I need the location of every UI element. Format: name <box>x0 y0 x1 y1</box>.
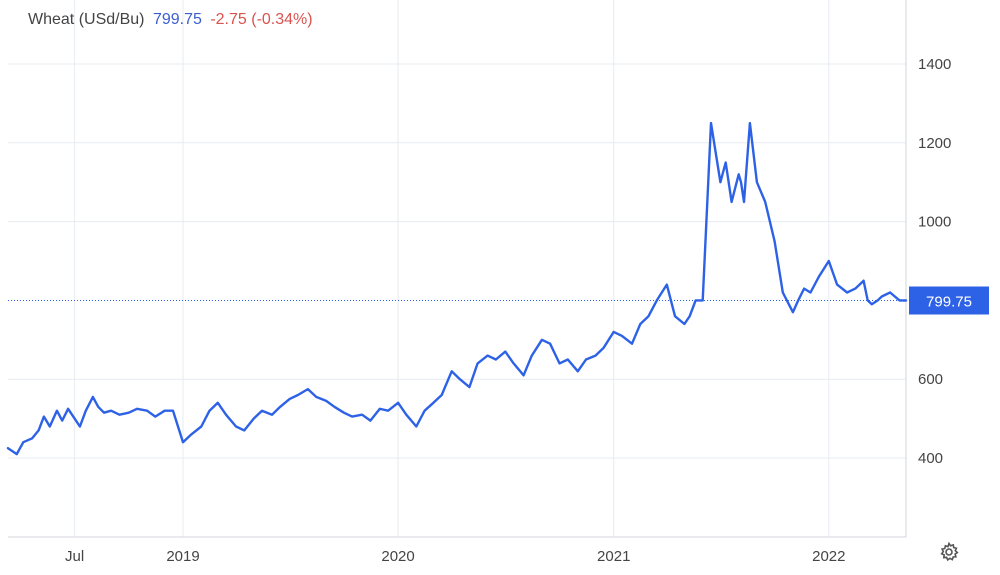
instrument-title: Wheat (USd/Bu) <box>28 11 145 28</box>
x-tick-label: 2021 <box>597 548 630 565</box>
x-tick-label: 2022 <box>812 548 845 565</box>
price-change: -2.75 (-0.34%) <box>210 11 313 28</box>
y-tick-label: 1000 <box>918 214 951 231</box>
last-price: 799.75 <box>152 11 202 28</box>
y-tick-label: 600 <box>918 371 943 388</box>
price-series-line <box>6 121 908 456</box>
gridlines <box>8 0 906 537</box>
settings-button[interactable] <box>938 541 960 563</box>
chart-header: Wheat (USd/Bu) 799.75 -2.75 (-0.34%) <box>28 11 317 29</box>
price-tag-box <box>909 286 989 315</box>
y-tick-label: 1400 <box>918 56 951 73</box>
axes: 400 600 1000 1200 1400 Jul 2019 2020 2021 2022 <box>8 0 951 565</box>
gear-icon <box>940 541 959 562</box>
x-tick-label: Jul <box>65 548 84 565</box>
y-tick-label: 1200 <box>918 135 951 152</box>
x-tick-label: 2020 <box>381 548 414 565</box>
last-price-tag: 799.75 <box>909 286 989 315</box>
price-tag-label: 799.75 <box>926 293 972 310</box>
y-tick-label: 400 <box>918 450 943 467</box>
series-layer <box>6 121 908 456</box>
x-tick-label: 2019 <box>166 548 199 565</box>
